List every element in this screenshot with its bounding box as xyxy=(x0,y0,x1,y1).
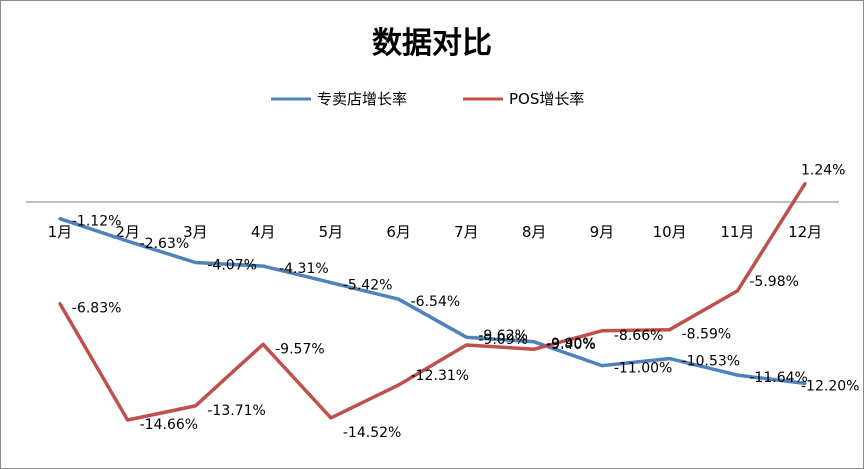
data-point-series-1 xyxy=(397,383,401,387)
data-label: -11.64% xyxy=(749,370,807,386)
data-point-series-0 xyxy=(735,373,739,377)
data-point-series-1 xyxy=(464,343,468,347)
data-label: -11.00% xyxy=(614,361,672,377)
data-label: -4.07% xyxy=(207,258,257,274)
data-label: -4.31% xyxy=(279,261,329,277)
data-label: -12.20% xyxy=(801,378,859,394)
data-point-series-0 xyxy=(126,239,130,243)
data-point-series-1 xyxy=(193,404,197,408)
data-point-series-1 xyxy=(329,416,333,420)
x-tick-label: 1月 xyxy=(48,223,73,241)
x-tick-label: 3月 xyxy=(183,223,208,241)
data-label: -9.90% xyxy=(546,336,596,352)
series-line-1 xyxy=(58,182,807,422)
data-point-series-0 xyxy=(803,381,807,385)
data-point-series-1 xyxy=(668,328,672,332)
data-point-series-0 xyxy=(329,281,333,285)
legend-label-series-0: 专卖店增长率 xyxy=(317,90,407,108)
data-point-series-1 xyxy=(532,347,536,351)
data-label: -13.71% xyxy=(207,403,265,419)
legend-label-series-1: POS增长率 xyxy=(509,90,584,108)
data-point-series-0 xyxy=(464,335,468,339)
data-label: -10.53% xyxy=(682,354,740,370)
x-tick-labels: 1月 2月 3月 4月 5月 6月 7月 8月 9月 10月 11月 12月 xyxy=(48,223,823,241)
data-point-series-1 xyxy=(261,342,265,346)
chart-title: 数据对比 xyxy=(372,26,492,61)
x-tick-label: 8月 xyxy=(522,223,547,241)
data-label: -12.31% xyxy=(411,368,469,384)
x-tick-label: 5月 xyxy=(319,223,344,241)
data-label: -6.54% xyxy=(411,294,461,310)
data-label: -9.40% xyxy=(546,337,596,353)
data-point-series-0 xyxy=(668,357,672,361)
data-point-series-0 xyxy=(193,261,197,265)
data-point-series-0 xyxy=(532,340,536,344)
data-label: -9.57% xyxy=(275,341,325,357)
data-label: -14.52% xyxy=(343,425,401,441)
data-point-series-1 xyxy=(126,418,130,422)
data-label: 1.24% xyxy=(801,163,845,179)
data-label: -5.98% xyxy=(749,274,799,290)
x-tick-label: 6月 xyxy=(386,223,411,241)
x-tick-label: 11月 xyxy=(720,223,754,241)
data-label: -8.66% xyxy=(614,328,664,344)
data-label: -5.42% xyxy=(343,278,393,294)
data-point-series-1 xyxy=(803,182,807,186)
data-point-series-0 xyxy=(397,297,401,301)
data-label: -8.59% xyxy=(682,327,732,343)
legend: 专卖店增长率 POS增长率 xyxy=(271,90,584,108)
data-point-series-1 xyxy=(735,289,739,293)
data-label: -6.83% xyxy=(72,301,122,317)
x-tick-label: 4月 xyxy=(251,223,276,241)
x-tick-label: 10月 xyxy=(653,223,687,241)
data-labels: -1.12% -2.63% -4.07% -4.31% -5.42% -6.54% -9.0… xyxy=(72,163,860,441)
data-point-series-0 xyxy=(58,217,62,221)
data-label: -9.62% xyxy=(478,328,528,344)
data-point-series-1 xyxy=(600,329,604,333)
data-label: -9.09% xyxy=(478,332,528,348)
x-tick-label: 12月 xyxy=(788,223,822,241)
data-point-series-1 xyxy=(58,302,62,306)
x-tick-label: 9月 xyxy=(590,223,615,241)
series-lines xyxy=(58,182,807,422)
data-label: -2.63% xyxy=(140,236,190,252)
data-point-series-0 xyxy=(600,364,604,368)
data-label: -1.12% xyxy=(72,214,122,230)
data-label: -14.66% xyxy=(140,417,198,433)
series-line-0 xyxy=(59,217,806,386)
data-point-series-0 xyxy=(261,264,265,268)
x-tick-label: 2月 xyxy=(115,223,140,241)
x-tick-label: 7月 xyxy=(454,223,479,241)
